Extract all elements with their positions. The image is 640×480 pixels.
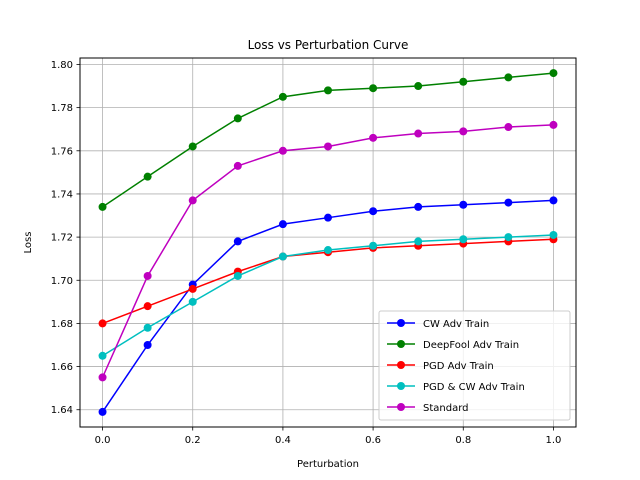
data-point bbox=[324, 86, 332, 95]
y-tick-label: 1.70 bbox=[51, 276, 73, 287]
legend-label: PGD & CW Adv Train bbox=[423, 382, 525, 393]
data-point bbox=[549, 120, 558, 129]
data-point bbox=[188, 297, 197, 306]
series-layer bbox=[98, 69, 558, 416]
data-point bbox=[233, 237, 242, 246]
legend-label: PGD Adv Train bbox=[423, 361, 494, 372]
data-point bbox=[504, 73, 513, 82]
data-point bbox=[324, 246, 332, 255]
data-point bbox=[143, 172, 152, 181]
data-point bbox=[98, 373, 107, 382]
legend-label: Standard bbox=[423, 403, 469, 414]
data-point bbox=[369, 84, 378, 93]
data-point bbox=[504, 198, 513, 207]
series-pgd-cw-adv-train bbox=[98, 230, 558, 360]
data-point bbox=[143, 341, 152, 349]
data-point bbox=[278, 220, 287, 229]
y-axis-label: Loss bbox=[23, 232, 34, 254]
data-point bbox=[143, 302, 152, 311]
legend-box bbox=[378, 310, 571, 421]
data-point bbox=[324, 213, 332, 222]
data-point bbox=[414, 129, 423, 138]
data-point bbox=[459, 200, 468, 209]
data-point bbox=[98, 351, 107, 360]
legend-entry: PGD & CW Adv Train bbox=[387, 382, 525, 393]
data-point bbox=[143, 271, 152, 280]
y-tick-label: 1.72 bbox=[51, 233, 73, 244]
x-tick-label: 0.2 bbox=[185, 435, 201, 446]
series-standard bbox=[98, 120, 558, 382]
data-point bbox=[369, 207, 378, 216]
data-point bbox=[188, 142, 197, 151]
data-point bbox=[188, 196, 197, 205]
y-tick-label: 1.74 bbox=[51, 189, 73, 200]
legend-entry: DeepFool Adv Train bbox=[387, 340, 519, 351]
y-tick-label: 1.68 bbox=[51, 319, 73, 330]
legend-label: DeepFool Adv Train bbox=[423, 340, 519, 351]
series-deepfool-adv-train bbox=[98, 69, 558, 211]
data-point bbox=[414, 237, 423, 246]
legend-swatch-marker bbox=[397, 382, 405, 390]
data-point bbox=[98, 319, 107, 328]
legend-swatch-marker bbox=[397, 340, 405, 348]
data-point bbox=[459, 77, 468, 86]
y-tick-label: 1.64 bbox=[51, 405, 73, 416]
data-point bbox=[549, 69, 558, 78]
data-point bbox=[188, 284, 197, 293]
data-point bbox=[233, 114, 242, 123]
data-point bbox=[324, 142, 332, 151]
data-point bbox=[233, 271, 242, 280]
data-point bbox=[233, 161, 242, 170]
data-point bbox=[369, 241, 378, 250]
data-point bbox=[278, 252, 287, 261]
data-point bbox=[414, 202, 423, 211]
plot-frame bbox=[79, 57, 577, 428]
data-point bbox=[504, 123, 513, 132]
legend-label: CW Adv Train bbox=[423, 319, 489, 330]
legend-entry: CW Adv Train bbox=[387, 319, 489, 330]
legend-swatch-marker bbox=[397, 319, 405, 327]
x-tick-label: 0.8 bbox=[455, 435, 471, 446]
data-point bbox=[459, 127, 468, 136]
x-tick-label: 0.0 bbox=[95, 435, 111, 446]
y-tick-label: 1.76 bbox=[51, 146, 73, 157]
y-tick-label: 1.78 bbox=[51, 103, 73, 114]
x-tick-label: 1.0 bbox=[546, 435, 562, 446]
chart-title: Loss vs Perturbation Curve bbox=[248, 38, 409, 52]
x-tick-label: 0.4 bbox=[275, 435, 291, 446]
data-point bbox=[414, 82, 423, 91]
data-point bbox=[98, 407, 107, 416]
legend: CW Adv Train DeepFool Adv Train PGD Adv Tr… bbox=[378, 310, 571, 421]
data-point bbox=[98, 202, 107, 211]
series-cw-adv-train bbox=[98, 196, 558, 416]
data-point bbox=[459, 235, 468, 244]
data-point bbox=[278, 92, 287, 101]
data-point bbox=[143, 323, 152, 332]
data-point bbox=[504, 233, 513, 242]
data-point bbox=[369, 133, 378, 142]
x-axis-label: Perturbation bbox=[297, 459, 359, 470]
legend-swatch-marker bbox=[397, 403, 405, 411]
legend-entry: PGD Adv Train bbox=[387, 361, 494, 372]
data-point bbox=[549, 230, 558, 239]
y-tick-label: 1.66 bbox=[51, 362, 73, 373]
ticks: 0.0 0.2 0.4 0.6 0.8 1.0 1.64 1.66 1.68 1.70 1.72 1.… bbox=[51, 60, 562, 446]
x-tick-label: 0.6 bbox=[365, 435, 381, 446]
legend-swatch-marker bbox=[397, 361, 405, 369]
y-tick-label: 1.80 bbox=[51, 60, 73, 71]
data-point bbox=[549, 196, 558, 205]
legend-entry: Standard bbox=[387, 403, 469, 414]
data-point bbox=[278, 146, 287, 155]
